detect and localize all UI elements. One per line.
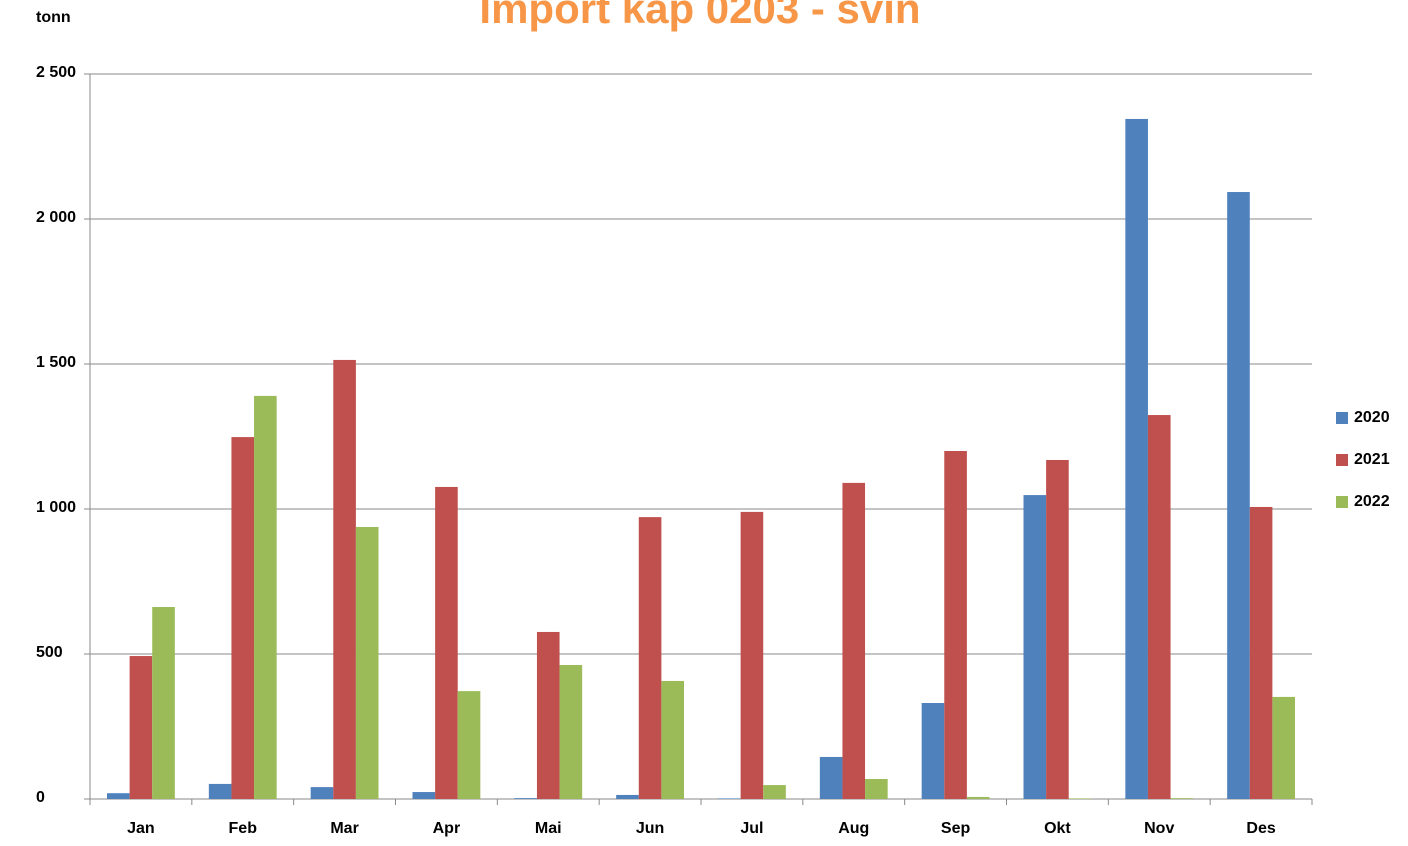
bar <box>718 798 741 799</box>
bar <box>921 703 945 799</box>
bar <box>865 778 888 799</box>
x-tick-label: Okt <box>1044 820 1071 837</box>
bar <box>1023 495 1047 799</box>
bar <box>661 680 684 799</box>
legend-swatch <box>1336 454 1348 466</box>
bar <box>231 437 255 799</box>
x-tick-label: Jun <box>636 820 664 837</box>
bar <box>208 783 232 799</box>
bar <box>152 607 175 799</box>
x-tick-label: Sep <box>941 820 971 837</box>
x-tick-label: Jul <box>740 820 763 837</box>
bar <box>254 395 277 799</box>
bar <box>457 691 481 799</box>
x-tick-label: Mai <box>535 820 562 837</box>
bar <box>842 482 866 799</box>
bar <box>966 796 990 799</box>
y-tick-label: 500 <box>36 644 63 661</box>
legend-label: 2021 <box>1354 451 1390 468</box>
bar <box>944 451 967 799</box>
bar <box>1125 118 1148 799</box>
bar <box>616 794 639 799</box>
y-tick-label: 2 000 <box>36 209 76 226</box>
bar <box>1170 798 1194 799</box>
y-tick-label: 2 500 <box>36 64 76 81</box>
x-tick-label: Feb <box>229 820 258 837</box>
x-tick-label: Mar <box>330 820 358 837</box>
legend-label: 2022 <box>1354 493 1390 510</box>
bar <box>1147 415 1171 799</box>
x-tick-label: Apr <box>433 820 461 837</box>
bar <box>1046 459 1069 799</box>
bar <box>107 793 130 799</box>
bar <box>1272 696 1295 799</box>
bar <box>514 798 537 799</box>
legend-swatch <box>1336 412 1348 424</box>
bar <box>559 665 583 799</box>
bar <box>310 787 334 799</box>
bar <box>1249 506 1273 799</box>
x-tick-label: Jan <box>127 820 155 837</box>
bar <box>412 792 436 799</box>
legend-label: 2020 <box>1354 409 1390 426</box>
y-tick-label: 1 000 <box>36 499 76 516</box>
x-tick-label: Aug <box>838 820 869 837</box>
bar <box>333 359 356 799</box>
y-axis-label: tonn <box>36 9 71 26</box>
bar <box>638 517 662 799</box>
bar <box>740 511 764 799</box>
x-tick-label: Des <box>1246 820 1275 837</box>
y-tick-label: 1 500 <box>36 354 76 371</box>
x-tick-label: Nov <box>1144 820 1174 837</box>
bar <box>355 526 379 799</box>
bar <box>763 785 786 799</box>
bar <box>536 631 560 799</box>
bar <box>819 756 843 799</box>
bar <box>1227 192 1250 799</box>
y-tick-label: 0 <box>36 789 45 806</box>
bar <box>435 486 458 799</box>
chart-title: Import kap 0203 - svin <box>479 0 920 32</box>
bar <box>1068 798 1092 799</box>
legend-swatch <box>1336 496 1348 508</box>
bar <box>129 656 153 799</box>
